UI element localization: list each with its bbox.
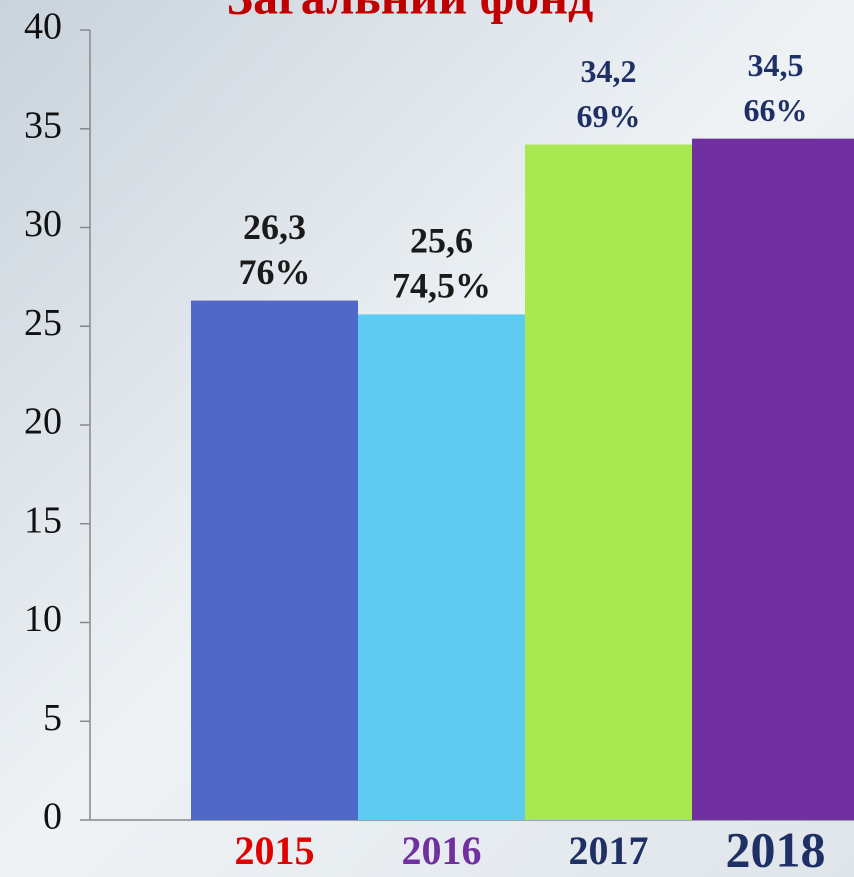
share-label: 69% <box>577 98 641 134</box>
y-tick-label: 30 <box>24 203 62 245</box>
value-label: 34,5 <box>748 47 804 83</box>
value-label: 34,2 <box>581 53 637 89</box>
y-tick-label: 5 <box>43 697 62 739</box>
value-label: 26,3 <box>243 207 306 247</box>
value-label: 25,6 <box>410 221 473 261</box>
bar <box>191 300 358 820</box>
x-tick-label: 2016 <box>402 828 482 873</box>
y-tick-label: 15 <box>24 499 62 541</box>
y-tick-label: 35 <box>24 104 62 146</box>
chart-title: Загальний фонд <box>227 0 594 24</box>
y-tick-label: 10 <box>24 598 62 640</box>
x-tick-label: 2018 <box>726 821 826 877</box>
share-label: 66% <box>744 92 808 128</box>
y-tick-label: 0 <box>43 796 62 838</box>
y-tick-label: 25 <box>24 302 62 344</box>
share-label: 74,5% <box>392 266 491 306</box>
bar <box>358 314 525 820</box>
y-tick-label: 40 <box>24 6 62 48</box>
y-tick-label: 20 <box>24 401 62 443</box>
share-label: 76% <box>239 252 311 292</box>
x-tick-label: 2017 <box>569 828 649 873</box>
x-tick-label: 2015 <box>235 828 315 873</box>
bar <box>525 144 692 821</box>
bar <box>692 138 854 820</box>
